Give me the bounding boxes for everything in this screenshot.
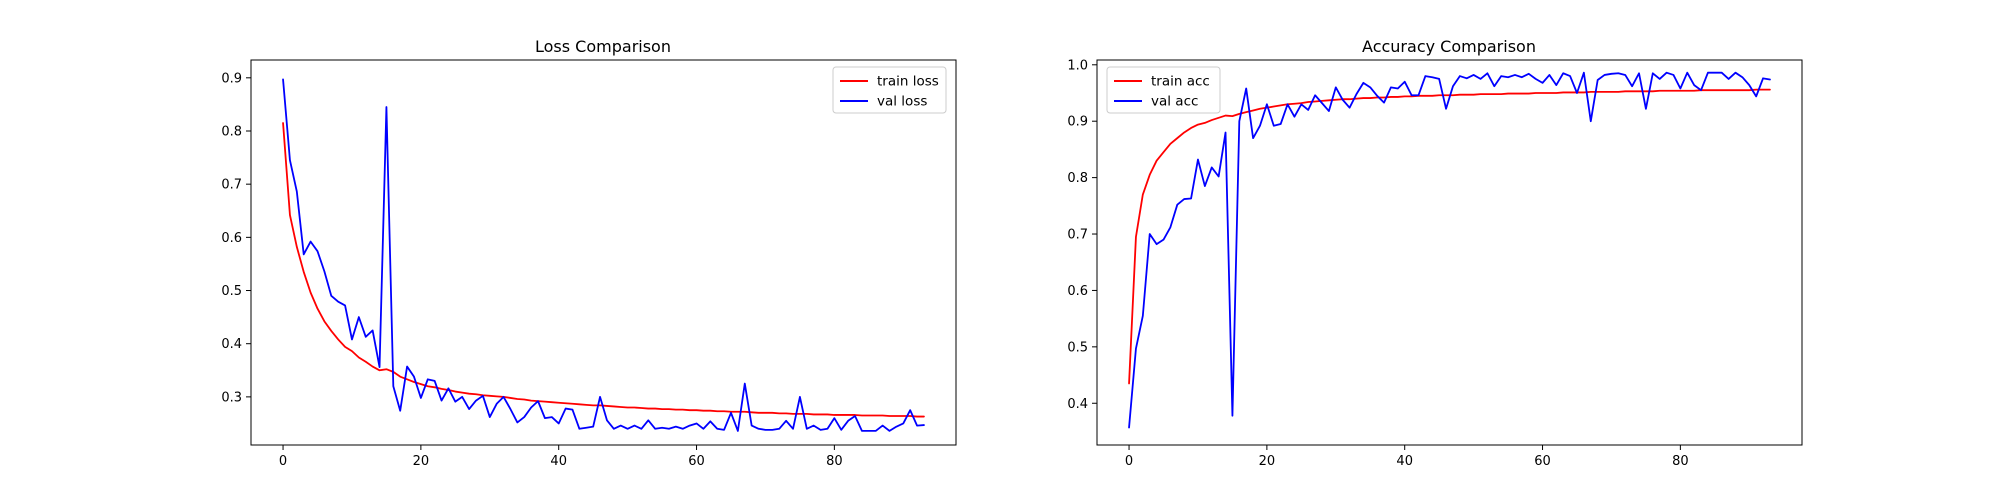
- legend-label: train acc: [1151, 74, 1210, 90]
- axes-frame: [1096, 59, 1803, 446]
- series-line-val-acc: [1128, 71, 1771, 429]
- x-tick-label: 40: [550, 454, 567, 469]
- x-tick-label: 40: [1396, 454, 1413, 469]
- y-tick-label: 1.0: [1067, 58, 1088, 73]
- y-tick-label: 0.8: [221, 124, 242, 139]
- x-tick-label: 0: [279, 454, 287, 469]
- legend: train acc val acc: [1106, 66, 1221, 114]
- x-axis: 0 20 40 60 80: [1125, 445, 1689, 469]
- y-tick-label: 0.7: [1067, 228, 1088, 243]
- y-tick-label: 0.4: [221, 337, 242, 352]
- y-tick-label: 0.6: [221, 231, 242, 246]
- y-tick-label: 0.7: [221, 178, 242, 193]
- y-tick-label: 0.4: [1067, 397, 1088, 412]
- plot-lines: [1128, 71, 1771, 429]
- series-line-val-loss: [282, 78, 925, 432]
- y-axis: 0.4 0.5 0.6 0.7 0.8 0.9 1.0: [1067, 58, 1097, 412]
- legend-label: val loss: [877, 94, 927, 110]
- accuracy-chart: Accuracy Comparison 0 20 40 60 80 0.40.50.60…: [1067, 37, 1803, 469]
- x-tick-label: 60: [1534, 454, 1551, 469]
- y-tick-label: 0.5: [1067, 340, 1088, 355]
- x-tick-label: 80: [826, 454, 843, 469]
- x-tick-label: 80: [1672, 454, 1689, 469]
- chart-title: Accuracy Comparison: [1362, 37, 1536, 56]
- y-tick-label: 0.5: [221, 284, 242, 299]
- y-tick-label: 0.9: [221, 71, 242, 86]
- y-tick-label: 0.8: [1067, 171, 1088, 186]
- x-tick-label: 60: [688, 454, 705, 469]
- chart-title: Loss Comparison: [535, 37, 671, 56]
- y-tick-label: 0.9: [1067, 115, 1088, 130]
- x-tick-label: 20: [1259, 454, 1276, 469]
- x-tick-label: 0: [1125, 454, 1133, 469]
- legend: train loss val loss: [832, 66, 947, 114]
- y-tick-label: 0.6: [1067, 284, 1088, 299]
- x-axis: 0 20 40 60 80: [279, 445, 843, 469]
- axes-frame: [250, 59, 957, 446]
- x-tick-label: 20: [413, 454, 430, 469]
- y-tick-label: 0.3: [221, 390, 242, 405]
- plot-lines: [282, 78, 925, 432]
- y-axis: 0.3 0.4 0.5 0.6 0.7 0.8 0.9: [221, 71, 251, 405]
- legend-label: train loss: [877, 74, 939, 90]
- legend-label: val acc: [1151, 94, 1198, 110]
- loss-chart: Loss Comparison 0 20 40 60 80 0.30.40.50.60.…: [221, 37, 957, 469]
